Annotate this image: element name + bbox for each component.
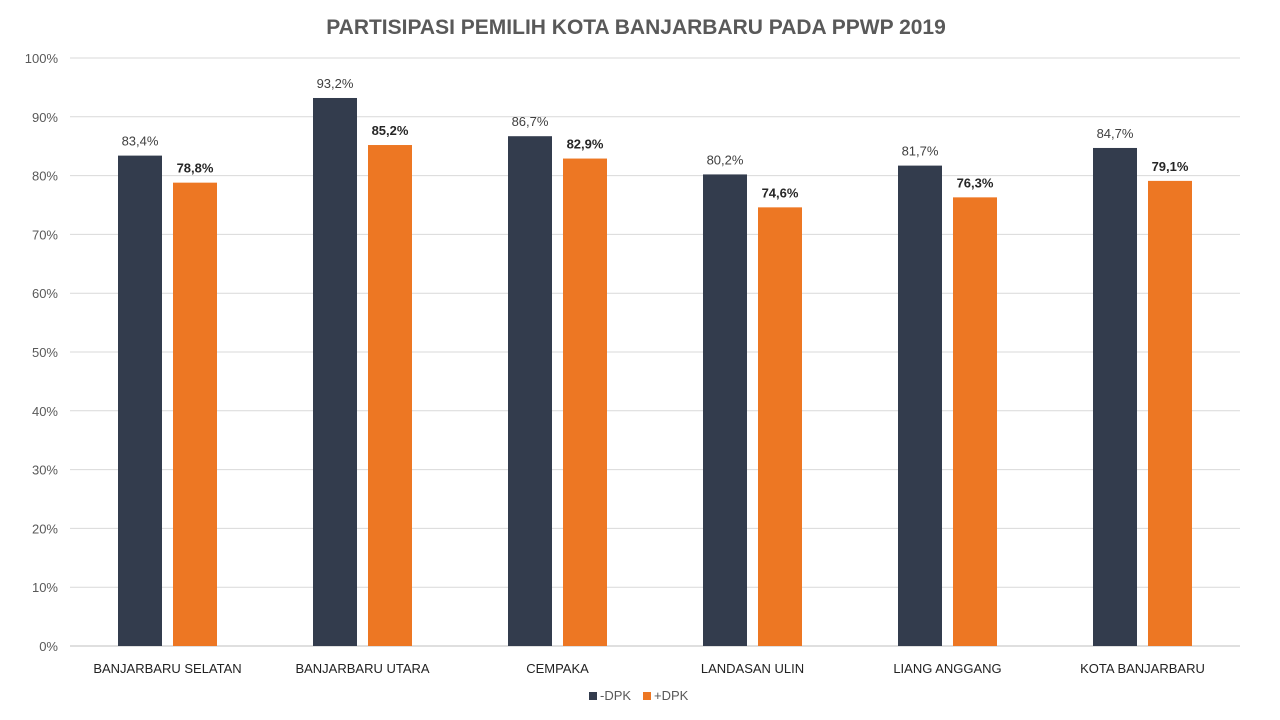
bar-minus-dpk	[898, 165, 942, 646]
y-tick-label: 50%	[32, 345, 58, 360]
y-tick-label: 60%	[32, 286, 58, 301]
x-tick-label: LIANG ANGGANG	[893, 661, 1001, 676]
bars	[118, 97, 1192, 647]
legend-label: -DPK	[600, 688, 631, 703]
data-label: 83,4%	[122, 134, 159, 149]
y-tick-label: 0%	[39, 639, 58, 654]
y-tick-label: 100%	[25, 51, 59, 66]
bar-plus-dpk	[1148, 180, 1192, 646]
data-label: 78,8%	[177, 161, 214, 176]
bar-plus-dpk	[368, 145, 412, 647]
x-tick-label: CEMPAKA	[526, 661, 589, 676]
y-tick-label: 30%	[32, 463, 58, 478]
x-tick-label: KOTA BANJARBARU	[1080, 661, 1205, 676]
y-tick-label: 80%	[32, 169, 58, 184]
bar-minus-dpk	[703, 174, 747, 646]
bar-plus-dpk	[173, 182, 217, 646]
data-label: 80,2%	[707, 152, 744, 167]
y-tick-label: 70%	[32, 227, 58, 242]
data-label: 82,9%	[567, 137, 604, 152]
x-tick-label: LANDASAN ULIN	[701, 661, 804, 676]
data-label: 74,6%	[762, 185, 799, 200]
data-label: 93,2%	[317, 76, 354, 91]
bar-minus-dpk	[313, 97, 357, 646]
bar-minus-dpk	[118, 155, 162, 646]
bar-plus-dpk	[758, 207, 802, 647]
data-label: 81,7%	[902, 144, 939, 159]
x-tick-label: BANJARBARU SELATAN	[93, 661, 241, 676]
bar-plus-dpk	[563, 158, 607, 646]
legend-label: +DPK	[654, 688, 689, 703]
chart-title: PARTISIPASI PEMILIH KOTA BANJARBARU PADA…	[326, 16, 946, 39]
data-labels: 83,4% 78,8% 93,2% 85,2% 86,7% 82,9% 80,2% 74,6%…	[122, 76, 1189, 200]
y-tick-label: 10%	[32, 580, 58, 595]
legend-swatch	[589, 692, 597, 700]
data-label: 85,2%	[372, 123, 409, 138]
x-tick-label: BANJARBARU UTARA	[295, 661, 429, 676]
data-label: 79,1%	[1152, 159, 1189, 174]
bar-minus-dpk	[508, 136, 552, 647]
y-tick-label: 20%	[32, 521, 58, 536]
data-label: 86,7%	[512, 114, 549, 129]
bar-plus-dpk	[953, 197, 997, 646]
data-label: 76,3%	[957, 175, 994, 190]
x-axis-ticks: BANJARBARU SELATAN BANJARBARU UTARA CEMPAK…	[93, 661, 1205, 676]
bar-minus-dpk	[1093, 147, 1137, 647]
legend-swatch	[643, 692, 651, 700]
gridlines	[70, 57, 1240, 647]
data-label: 84,7%	[1097, 126, 1134, 141]
y-tick-label: 90%	[32, 110, 58, 125]
y-tick-label: 40%	[32, 404, 58, 419]
y-axis-ticks: 0% 10% 20% 30% 40% 50% 60% 70% 80% 90% 100%	[25, 51, 59, 654]
legend: -DPK +DPK	[589, 688, 689, 703]
